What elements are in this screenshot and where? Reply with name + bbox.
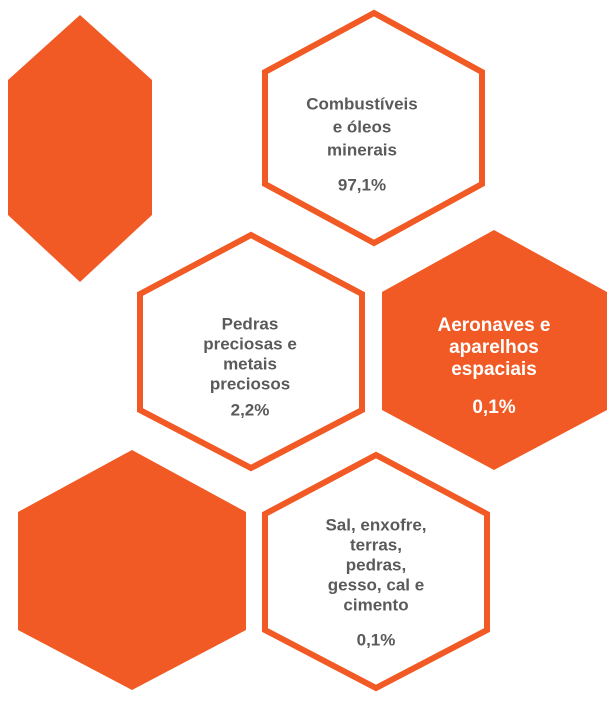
label-line: aparelhos (449, 337, 539, 358)
label-line: Pedras (222, 314, 279, 333)
label-line: Aeronaves e (437, 315, 550, 336)
label-line: espaciais (451, 359, 537, 380)
outlined-hexagon (137, 231, 365, 472)
label-line: minerais (327, 140, 397, 159)
label-line: preciosos (210, 374, 290, 393)
value-label: 0,1% (357, 630, 396, 649)
filled-hexagon (382, 230, 607, 470)
outlined-hexagon (262, 451, 490, 692)
label-line: preciosas e (203, 334, 297, 353)
label-line: cimento (343, 595, 408, 614)
value-label: 97,1% (338, 175, 386, 194)
value-label: 2,2% (231, 400, 270, 419)
label-line: e óleos (333, 117, 392, 136)
label-line: terras, (350, 535, 402, 554)
label-line: metais (223, 354, 277, 373)
outlined-hexagon (262, 9, 485, 247)
label-line: gesso, cal e (328, 575, 424, 594)
filled-hexagon (8, 15, 152, 282)
value-label: 0,1% (472, 397, 515, 418)
label-line: Sal, enxofre, (325, 515, 426, 534)
label-line: Combustíveis (306, 94, 417, 113)
label-line: pedras, (346, 555, 406, 574)
filled-hexagon (18, 450, 246, 690)
